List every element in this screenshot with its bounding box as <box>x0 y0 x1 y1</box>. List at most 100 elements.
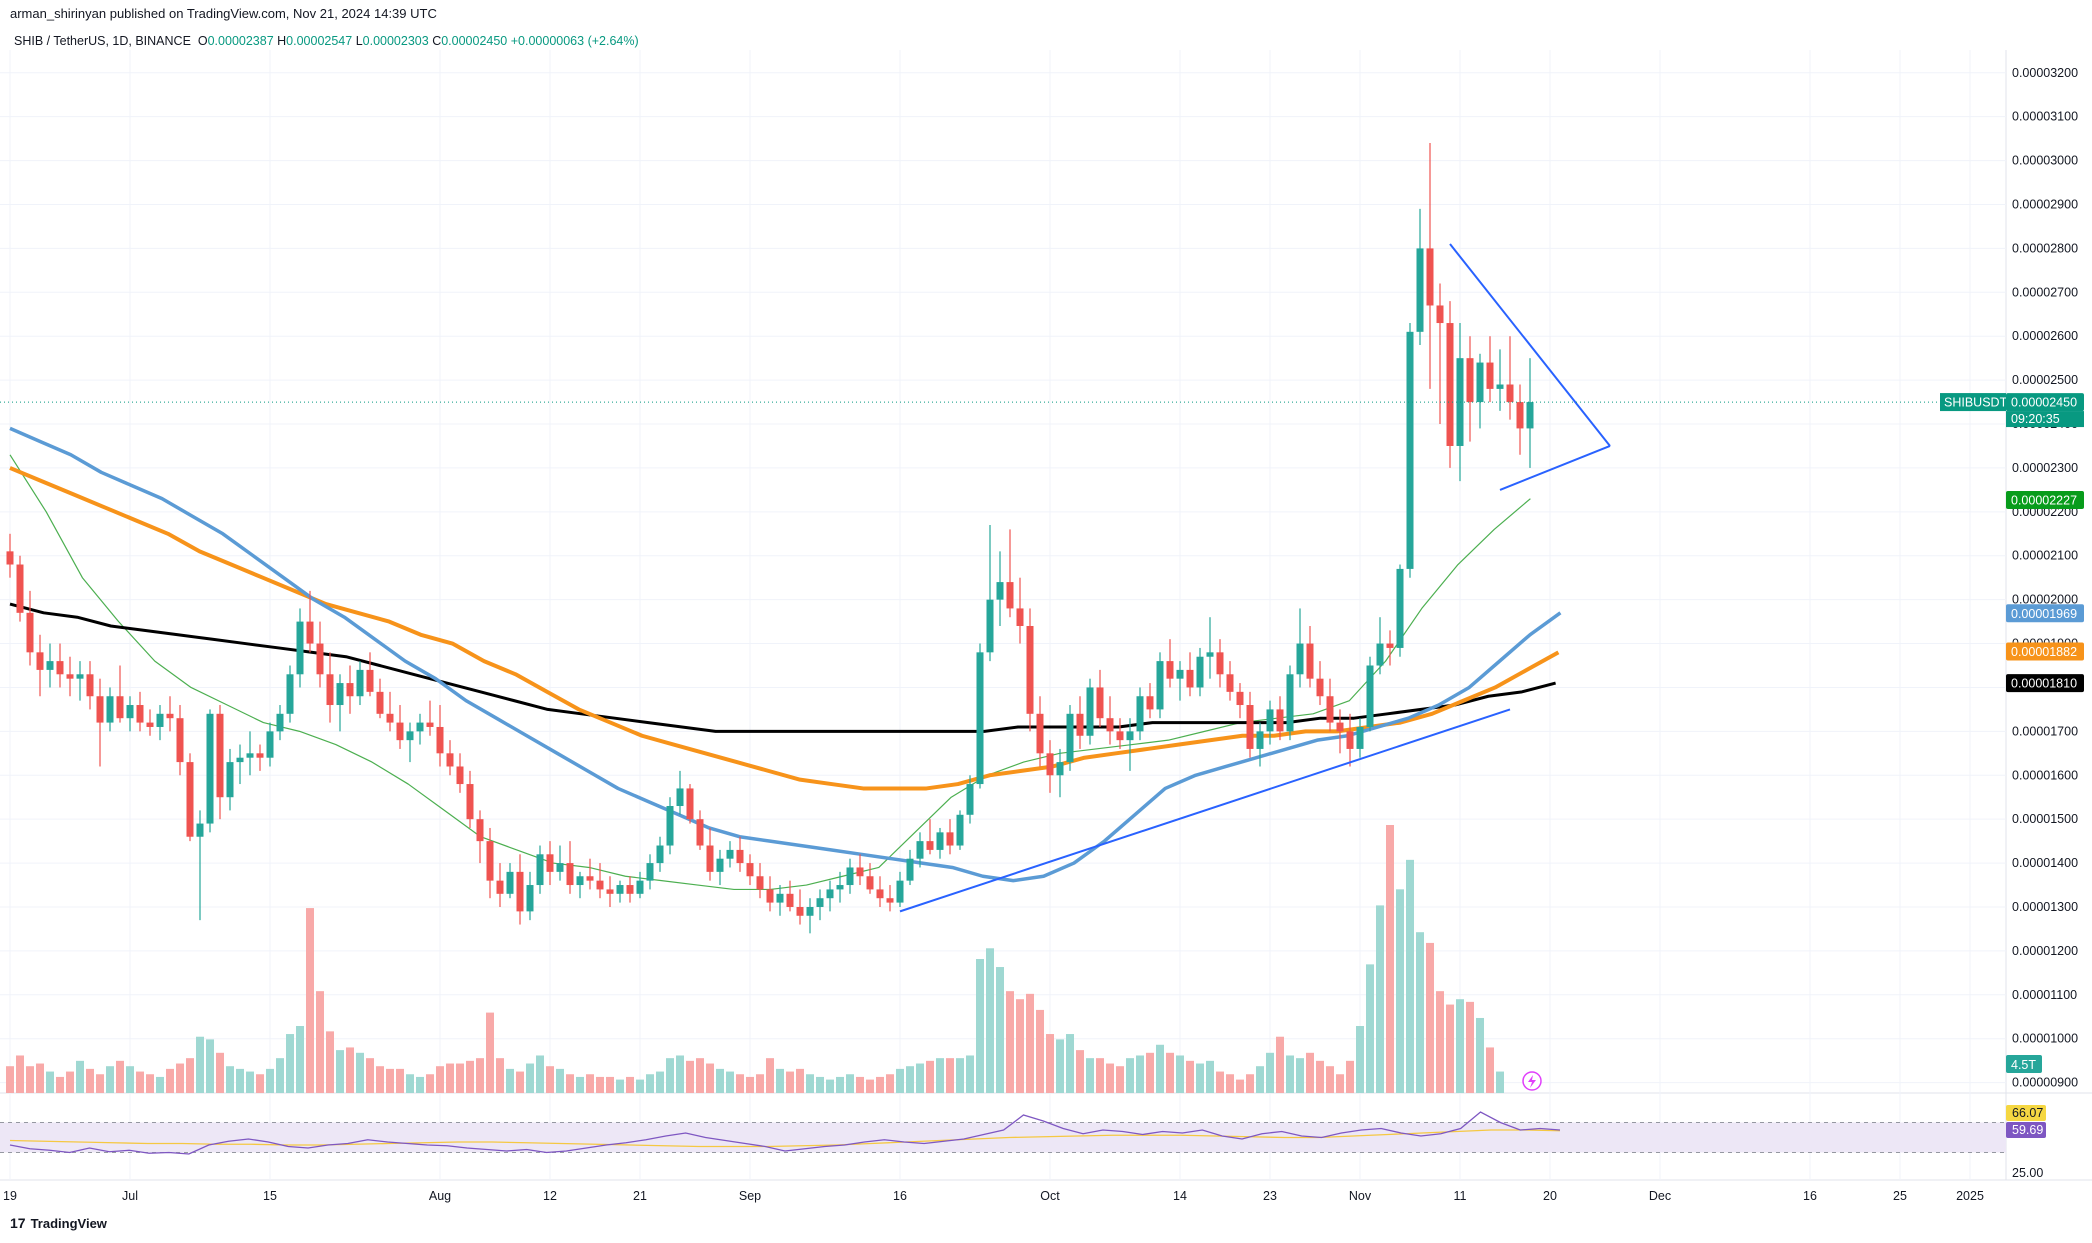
candle-body <box>906 858 914 881</box>
candle-body <box>606 889 614 894</box>
candle-body <box>1016 608 1024 626</box>
volume-bar <box>896 1068 904 1093</box>
candle-body <box>1226 674 1234 692</box>
candle-body <box>1046 753 1054 776</box>
x-tick-label: 23 <box>1263 1189 1277 1203</box>
candle-body <box>556 863 564 872</box>
candle-body <box>1296 643 1304 675</box>
volume-bar <box>616 1079 624 1093</box>
volume-label: 4.5T <box>2011 1058 2036 1072</box>
volume-bar <box>846 1074 854 1093</box>
volume-bar <box>1206 1060 1214 1093</box>
candle-body <box>1086 687 1094 736</box>
candle-body <box>496 880 504 894</box>
volume-bar <box>1396 889 1404 1093</box>
candle-body <box>1336 722 1344 732</box>
volume-bar <box>436 1066 444 1093</box>
candle-body <box>876 889 884 899</box>
volume-bar <box>866 1079 874 1093</box>
x-tick-label: 16 <box>1803 1189 1817 1203</box>
volume-bar <box>1216 1071 1224 1093</box>
x-tick-label: 12 <box>543 1189 557 1203</box>
candle-body <box>6 551 14 565</box>
candle-body <box>396 722 404 741</box>
volume-bar <box>956 1058 964 1093</box>
candle-body <box>16 564 24 613</box>
candle-body <box>446 753 454 767</box>
candle-body <box>306 621 314 644</box>
x-tick-label: 21 <box>633 1189 647 1203</box>
triangle-upper-line <box>1449 243 1611 447</box>
x-tick-label: Oct <box>1040 1189 1060 1203</box>
volume-bar <box>606 1076 614 1093</box>
volume-bar <box>426 1074 434 1093</box>
symbol-tag-bg <box>1940 393 2006 412</box>
volume-bar <box>396 1068 404 1093</box>
candle-body <box>116 696 124 719</box>
candle-body <box>1356 726 1364 749</box>
volume-bar <box>1036 1009 1044 1093</box>
volume-bar <box>1146 1052 1154 1093</box>
volume-bar <box>306 908 314 1093</box>
volume-bar <box>446 1063 454 1093</box>
volume-bar <box>526 1063 534 1093</box>
y-tick-label: 0.00000900 <box>2012 1076 2078 1090</box>
x-tick-label: Sep <box>739 1189 761 1203</box>
volume-bar <box>1496 1071 1504 1093</box>
candle-body <box>276 713 284 732</box>
volume-bar <box>196 1036 204 1093</box>
candle-body <box>526 885 534 912</box>
tradingview-logo[interactable]: 17 TradingView <box>10 1215 107 1231</box>
open-value: 0.00002387 <box>207 34 274 48</box>
volume-bar <box>566 1074 574 1093</box>
candle-body <box>516 871 524 912</box>
volume-bar <box>336 1050 344 1093</box>
volume-bar <box>316 991 324 1093</box>
last-price-label: 0.00002450 <box>2011 396 2077 410</box>
volume-bar <box>936 1058 944 1093</box>
volume-bar <box>826 1079 834 1093</box>
candle-body <box>706 845 714 872</box>
volume-bar <box>1196 1063 1204 1093</box>
volume-label-bg <box>2006 1055 2042 1073</box>
candle-body <box>1476 362 1484 403</box>
volume-bar <box>856 1076 864 1093</box>
candle-body <box>1516 402 1524 429</box>
volume-bar <box>126 1066 134 1093</box>
candle-body <box>816 898 824 907</box>
candle-body <box>1526 402 1534 429</box>
volume-bar <box>16 1055 24 1093</box>
volume-bar <box>556 1068 564 1093</box>
triangle-lower-line <box>1499 445 1611 491</box>
volume-bar <box>466 1060 474 1093</box>
volume-bar <box>1106 1063 1114 1093</box>
candle-body <box>256 753 264 758</box>
volume-bar <box>56 1076 64 1093</box>
candle-body <box>166 713 174 719</box>
y-tick-label: 0.00003100 <box>2012 110 2078 124</box>
volume-bars <box>6 825 1504 1093</box>
close-label: C <box>432 34 442 48</box>
y-tick-label: 0.00002800 <box>2012 241 2078 255</box>
volume-bar <box>1386 825 1394 1093</box>
symbol-label[interactable]: SHIB / TetherUS, 1D, BINANCE <box>14 34 191 48</box>
ema-mid-label: 0.00001882 <box>2011 645 2077 659</box>
support-trendline <box>899 708 1511 913</box>
volume-bar <box>146 1074 154 1093</box>
volume-bar <box>326 1031 334 1093</box>
volume-bar <box>246 1071 254 1093</box>
rsi-value-label: 66.07 <box>2012 1106 2043 1120</box>
volume-bar <box>786 1071 794 1093</box>
candle-body <box>1466 358 1474 403</box>
candle-body <box>1306 643 1314 679</box>
candle-body <box>1146 696 1154 710</box>
candle-body <box>776 893 784 903</box>
candle-body <box>926 841 934 850</box>
candle-body <box>416 722 424 732</box>
volume-bar <box>1436 991 1444 1093</box>
candle-body <box>316 643 324 675</box>
ema-mid-label-bg <box>2006 642 2084 661</box>
y-tick-label: 0.00001400 <box>2012 856 2078 870</box>
x-tick-label: Dec <box>1649 1189 1671 1203</box>
